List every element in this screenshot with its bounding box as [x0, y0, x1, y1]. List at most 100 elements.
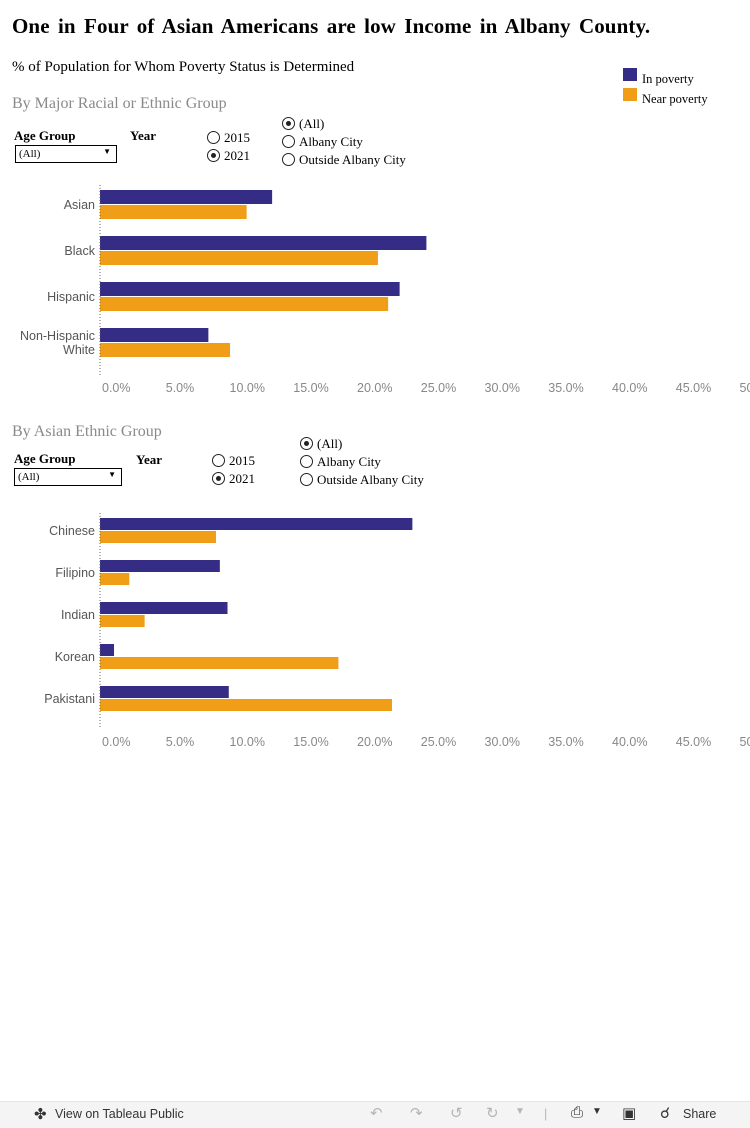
- bar-in-poverty-filipino[interactable]: [100, 560, 220, 572]
- radio-circle: [300, 455, 313, 468]
- bar-near-poverty-hispanic[interactable]: [100, 297, 388, 311]
- x-tick-label: 30.0%: [485, 381, 520, 395]
- x-tick-label: 0.0%: [102, 735, 131, 749]
- age-group-dropdown-asian[interactable]: (All) ▼: [14, 468, 122, 486]
- bar-in-poverty-hispanic[interactable]: [100, 282, 400, 296]
- area-radio-albany-city[interactable]: Albany City: [282, 134, 412, 150]
- bar-near-poverty-filipino[interactable]: [100, 573, 129, 585]
- tableau-logo-icon: ✤: [34, 1105, 47, 1123]
- radio-label: (All): [299, 116, 324, 132]
- radio-label: 2021: [229, 471, 255, 487]
- share-button[interactable]: Share: [683, 1107, 716, 1121]
- x-tick-label: 15.0%: [293, 735, 328, 749]
- year-radio-2015[interactable]: 2015: [207, 130, 267, 146]
- radio-label: Albany City: [299, 134, 363, 150]
- bar-in-poverty-asian[interactable]: [100, 190, 272, 204]
- x-tick-label: 20.0%: [357, 735, 392, 749]
- asian-group-bar-chart: Chinese Filipino Indian Korean Pakistani 0.0%…: [0, 505, 750, 755]
- x-tick-label: 40.0%: [612, 381, 647, 395]
- section-title-asian: By Asian Ethnic Group: [12, 423, 162, 441]
- x-tick-label: 30.0%: [485, 735, 520, 749]
- radio-label: 2015: [229, 453, 255, 469]
- radio-circle: [207, 131, 220, 144]
- x-tick-label: 25.0%: [421, 381, 456, 395]
- legend-item-near-poverty[interactable]: Near poverty: [623, 88, 733, 106]
- radio-circle: [282, 153, 295, 166]
- year-label: Year: [130, 128, 156, 144]
- radio-circle-selected: [207, 149, 220, 162]
- undo-icon[interactable]: ↶: [370, 1104, 383, 1122]
- category-label: Chinese: [49, 524, 95, 538]
- category-label: Hispanic: [47, 290, 95, 304]
- age-group-value: (All): [19, 148, 40, 160]
- bar-near-poverty-asian[interactable]: [100, 205, 247, 219]
- revert-icon[interactable]: ↺: [450, 1104, 463, 1122]
- page-title: One in Four of Asian Americans are low I…: [12, 14, 650, 39]
- radio-circle-selected: [300, 437, 313, 450]
- bar-near-poverty-chinese[interactable]: [100, 531, 216, 543]
- download-icon[interactable]: ⎙: [571, 1104, 583, 1121]
- bar-in-poverty-chinese[interactable]: [100, 518, 412, 530]
- bar-near-poverty-black[interactable]: [100, 251, 378, 265]
- x-tick-label: 50.0%: [740, 381, 750, 395]
- refresh-icon[interactable]: ↻: [486, 1104, 499, 1122]
- redo-icon[interactable]: ↷: [410, 1104, 423, 1122]
- bar-near-poverty-korean[interactable]: [100, 657, 338, 669]
- chevron-down-icon: ▼: [103, 147, 111, 156]
- category-label: Black: [64, 244, 95, 258]
- category-label: Indian: [61, 608, 95, 622]
- category-label: Filipino: [55, 566, 95, 580]
- view-on-tableau-link[interactable]: View on Tableau Public: [55, 1107, 184, 1121]
- bar-near-poverty-pakistani[interactable]: [100, 699, 392, 711]
- x-tick-label: 5.0%: [166, 381, 195, 395]
- age-group-dropdown[interactable]: (All) ▼: [15, 145, 117, 163]
- category-label: White: [63, 343, 95, 357]
- area-radio-outside-albany-city[interactable]: Outside Albany City: [282, 152, 422, 168]
- bar-in-poverty-pakistani[interactable]: [100, 686, 229, 698]
- radio-circle: [300, 473, 313, 486]
- x-tick-label: 45.0%: [676, 735, 711, 749]
- x-tick-label: 10.0%: [230, 735, 265, 749]
- age-group-value: (All): [18, 471, 39, 483]
- x-tick-label: 25.0%: [421, 735, 456, 749]
- bar-near-poverty-indian[interactable]: [100, 615, 145, 627]
- bar-near-poverty-non-hispanic-white[interactable]: [100, 343, 230, 357]
- x-tick-label: 45.0%: [676, 381, 711, 395]
- bar-in-poverty-black[interactable]: [100, 236, 426, 250]
- category-label: Asian: [64, 198, 95, 212]
- x-tick-label: 0.0%: [102, 381, 131, 395]
- area-radio-all-asian[interactable]: (All): [300, 436, 430, 452]
- legend-label: In poverty: [642, 72, 694, 87]
- bar-in-poverty-korean[interactable]: [100, 644, 114, 656]
- radio-label: 2021: [224, 148, 250, 164]
- year-radio-2015-asian[interactable]: 2015: [212, 453, 272, 469]
- radio-circle-selected: [212, 472, 225, 485]
- legend-label: Near poverty: [642, 92, 708, 107]
- year-radio-2021-asian[interactable]: 2021: [212, 471, 272, 487]
- area-radio-albany-city-asian[interactable]: Albany City: [300, 454, 430, 470]
- bar-in-poverty-indian[interactable]: [100, 602, 228, 614]
- area-radio-outside-albany-city-asian[interactable]: Outside Albany City: [300, 472, 440, 488]
- year-label: Year: [136, 452, 162, 468]
- year-radio-2021[interactable]: 2021: [207, 148, 267, 164]
- legend-item-in-poverty[interactable]: In poverty: [623, 68, 733, 86]
- x-tick-label: 15.0%: [293, 381, 328, 395]
- x-tick-label: 35.0%: [548, 381, 583, 395]
- page-subtitle: % of Population for Whom Poverty Status …: [12, 59, 354, 76]
- chevron-down-icon[interactable]: ▼: [515, 1106, 525, 1117]
- radio-circle: [282, 135, 295, 148]
- bar-in-poverty-non-hispanic-white[interactable]: [100, 328, 208, 342]
- category-label: Non-Hispanic: [20, 329, 95, 343]
- age-group-label: Age Group: [14, 128, 76, 144]
- area-radio-all[interactable]: (All): [282, 116, 412, 132]
- x-tick-label: 50.0%: [740, 735, 750, 749]
- fullscreen-icon[interactable]: ▣: [622, 1104, 636, 1122]
- category-label: Pakistani: [44, 692, 95, 706]
- section-title-racial: By Major Racial or Ethnic Group: [12, 95, 227, 113]
- share-icon[interactable]: ☌: [660, 1104, 670, 1122]
- legend-swatch-near-poverty: [623, 88, 637, 101]
- chevron-down-icon[interactable]: ▼: [592, 1106, 602, 1117]
- x-tick-label: 35.0%: [548, 735, 583, 749]
- category-label: Korean: [55, 650, 95, 664]
- legend-swatch-in-poverty: [623, 68, 637, 81]
